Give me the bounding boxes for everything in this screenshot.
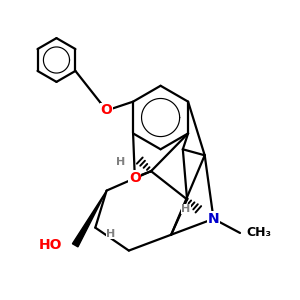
Text: H: H	[106, 229, 115, 239]
Text: HO: HO	[39, 238, 62, 252]
Text: H: H	[182, 204, 190, 214]
Text: H: H	[116, 158, 125, 167]
Polygon shape	[72, 190, 106, 247]
Text: O: O	[101, 103, 112, 118]
Text: N: N	[208, 212, 219, 226]
Text: O: O	[129, 170, 141, 184]
Text: CH₃: CH₃	[246, 226, 272, 239]
